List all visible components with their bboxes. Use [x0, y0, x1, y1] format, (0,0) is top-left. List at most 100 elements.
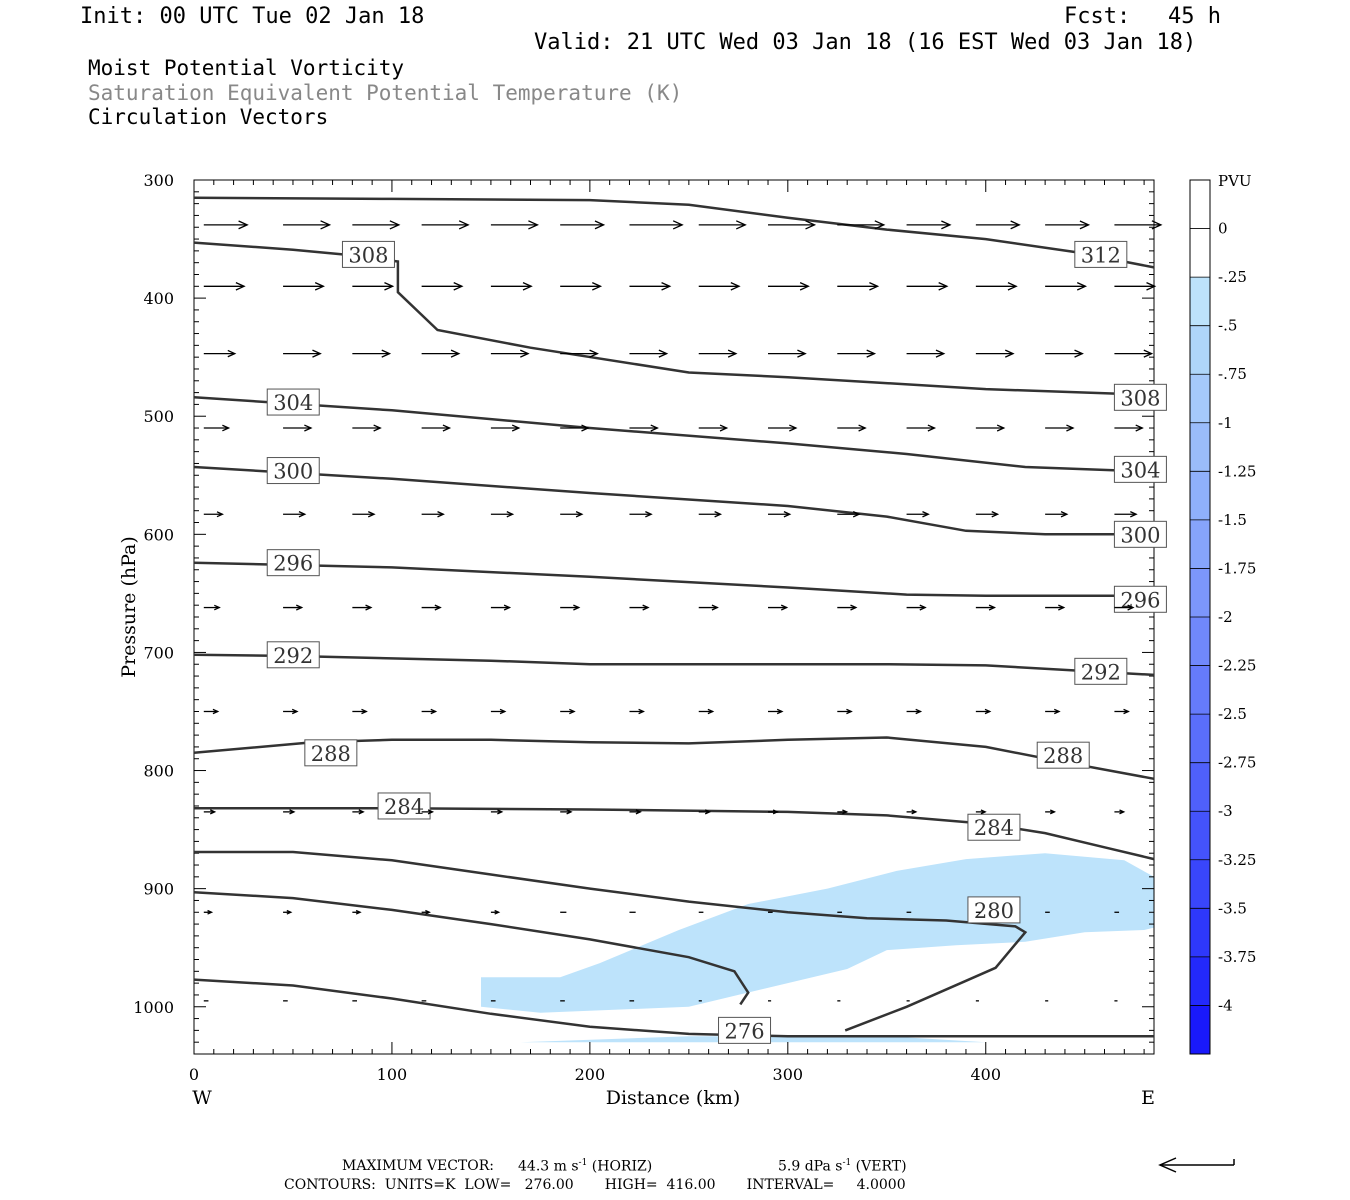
- x-tick-label: 0: [189, 1065, 199, 1084]
- vector-arrowhead: [730, 282, 741, 291]
- colorbar-swatch: [1190, 568, 1210, 617]
- colorbar-label: -3.75: [1218, 948, 1256, 966]
- field-title-vectors: Circulation Vectors: [88, 105, 329, 129]
- colorbar-label: -2.75: [1218, 754, 1256, 772]
- vector-arrowhead: [1010, 220, 1021, 230]
- contour-label: 280: [974, 899, 1014, 923]
- vector-arrowhead: [1143, 349, 1154, 358]
- vector-arrowhead: [869, 282, 880, 291]
- contour-label: 312: [1081, 243, 1121, 267]
- theta-es-contour: [193, 653, 1155, 677]
- vector-arrowhead: [658, 349, 669, 358]
- colorbar-swatch: [1190, 374, 1210, 423]
- vector-arrowhead: [1151, 220, 1163, 230]
- y-axis-label: Pressure (hPa): [118, 536, 140, 678]
- colorbar-title: PVU: [1218, 172, 1252, 190]
- vector-arrowhead: [980, 809, 987, 815]
- theta-es-contour: [194, 850, 1028, 1032]
- vector-arrowhead: [919, 604, 927, 611]
- init-time: Init: 00 UTC Tue 02 Jan 18: [80, 4, 425, 29]
- colorbar-swatch: [1190, 811, 1210, 860]
- vector-arrowhead: [503, 604, 512, 611]
- contour-label-box: [266, 549, 320, 577]
- vector-arrowhead: [874, 220, 886, 230]
- contour-info: CONTOURS: UNITS=K LOW= 276.00 HIGH= 416.…: [284, 1177, 906, 1193]
- vector-arrowhead: [238, 220, 249, 230]
- vector-arrowhead: [1054, 708, 1061, 715]
- vector-arrowhead: [569, 708, 576, 715]
- vector-arrowhead: [384, 282, 395, 291]
- vector-arrowhead: [1049, 809, 1057, 815]
- contour-label-box: [1113, 455, 1167, 483]
- colorbar-swatch: [1190, 228, 1210, 278]
- vector-arrowhead: [635, 809, 642, 815]
- contour-label: 296: [1120, 588, 1160, 612]
- vector-arrowhead: [314, 282, 325, 291]
- contour-label: 292: [273, 644, 313, 668]
- vector-arrowhead: [312, 349, 322, 358]
- vector-arrowhead: [799, 282, 810, 291]
- contour-label: 292: [1081, 660, 1121, 684]
- vector-arrowhead: [1119, 809, 1126, 815]
- vector-arrowhead: [1127, 604, 1135, 611]
- reference-vector-head: [1158, 1157, 1177, 1173]
- contour-label: 296: [273, 552, 313, 576]
- contour-label-box: [377, 792, 431, 820]
- vector-arrowhead: [453, 282, 464, 291]
- colorbar-label: -3.5: [1218, 899, 1247, 917]
- vector-arrowhead: [522, 282, 533, 291]
- vector-arrowhead: [592, 282, 603, 291]
- vector-arrowhead: [373, 424, 382, 432]
- forecast-label: Fcst:: [1064, 4, 1131, 29]
- east-label: E: [1141, 1087, 1155, 1109]
- vector-arrowhead: [227, 349, 237, 358]
- colorbar-label: 0: [1218, 220, 1228, 238]
- vector-arrowhead: [494, 909, 501, 915]
- vector-arrowhead: [805, 220, 817, 230]
- colorbar-label: -1.25: [1218, 462, 1256, 480]
- vector-arrowhead: [1079, 220, 1091, 230]
- colorbar-label: -.75: [1218, 365, 1247, 383]
- valid-time: Valid: 21 UTC Wed 03 Jan 18 (16 EST Wed …: [534, 30, 1197, 55]
- theta-es-contour: [193, 465, 1154, 536]
- max-vector-horiz: 44.3 m s-1 (HORIZ): [518, 1159, 652, 1174]
- colorbar-swatch: [1190, 617, 1210, 666]
- vector-arrowhead: [296, 604, 304, 611]
- max-vector-label: MAXIMUM VECTOR:: [342, 1158, 494, 1174]
- contour-label-box: [266, 388, 320, 416]
- contour-label-box: [967, 813, 1021, 841]
- vector-arrowhead: [1076, 282, 1088, 291]
- contour-label: 300: [1120, 523, 1160, 547]
- vector-arrowhead: [727, 349, 738, 358]
- vector-arrowhead: [783, 511, 792, 518]
- vector-arrowhead: [365, 604, 373, 611]
- colorbar-label: -1.75: [1218, 559, 1256, 577]
- vector-arrowhead: [450, 349, 461, 358]
- x-tick-label: 400: [970, 1065, 1001, 1084]
- max-vert-value: 5.9 dPa s: [778, 1158, 843, 1175]
- contour-label: 288: [311, 742, 351, 766]
- colorbar-swatch: [1190, 519, 1210, 569]
- colorbar-swatch: [1190, 956, 1210, 1006]
- vector-arrowhead: [645, 511, 653, 518]
- theta-es-contour: [193, 978, 1154, 1038]
- vector-arrowhead: [1074, 349, 1084, 358]
- y-tick-label: 600: [143, 525, 174, 544]
- vector-arrowhead: [661, 282, 672, 291]
- colorbar-swatch: [1190, 665, 1210, 715]
- vector-arrowhead: [499, 708, 507, 715]
- vector-arrowhead: [850, 604, 858, 611]
- vector-arrowhead: [289, 809, 296, 815]
- vector-arrowhead: [707, 708, 715, 715]
- colorbar-swatch: [1190, 277, 1210, 326]
- contour-label-box: [967, 896, 1021, 924]
- vector-arrowhead: [222, 424, 231, 432]
- vector-arrowhead: [642, 604, 650, 611]
- colorbar-label: -4: [1218, 996, 1233, 1014]
- contour-label-box: [718, 1016, 772, 1044]
- vector-arrowhead: [711, 604, 719, 611]
- colorbar-label: -3: [1218, 802, 1233, 820]
- colorbar-swatch: [1190, 325, 1210, 375]
- contour-label-box: [1113, 383, 1167, 411]
- y-tick-label: 800: [143, 762, 174, 781]
